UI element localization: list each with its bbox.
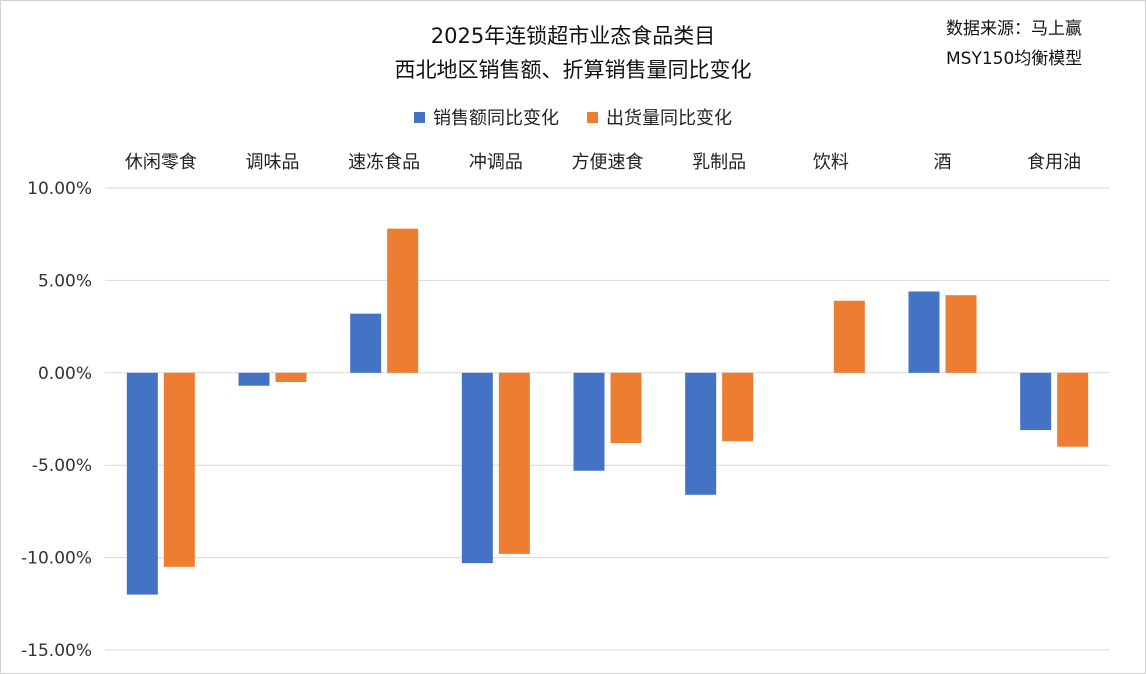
bar-series2 — [945, 295, 977, 373]
bar-series2 — [275, 372, 307, 383]
legend-item-series2: 出货量同比变化 — [587, 104, 732, 130]
legend-swatch-series2 — [587, 111, 598, 123]
bar-series2 — [610, 372, 642, 444]
x-category-label: 乳制品 — [692, 152, 746, 173]
model-note: MSY150均衡模型 — [946, 49, 1083, 69]
x-category-label: 速冻食品 — [348, 152, 420, 173]
x-category-label: 饮料 — [813, 152, 849, 173]
bar-series1 — [1020, 372, 1052, 431]
source-note: 数据来源：马上赢 — [946, 19, 1082, 39]
x-category-label: 方便速食 — [572, 152, 644, 173]
y-tick-label: -15.00% — [21, 641, 92, 661]
legend-item-series1: 销售额同比变化 — [414, 104, 559, 130]
bar-series2 — [498, 372, 530, 554]
chart-title-line2: 西北地区销售额、折算销售量同比变化 — [394, 58, 752, 82]
y-tick-label: 5.00% — [38, 271, 92, 291]
legend-swatch-series1 — [414, 111, 425, 123]
y-tick-label: 0.00% — [38, 364, 92, 384]
x-category-label: 调味品 — [246, 152, 300, 173]
legend-label-series1: 销售额同比变化 — [433, 108, 559, 129]
y-tick-label: 10.00% — [27, 179, 92, 199]
bar-series1 — [908, 291, 940, 373]
bar-series2 — [387, 228, 419, 373]
bar-series1 — [685, 372, 717, 495]
x-category-label: 休闲零食 — [125, 152, 197, 173]
x-category-label: 酒 — [934, 152, 952, 173]
legend-label-series2: 出货量同比变化 — [606, 108, 732, 129]
chart-title-line1: 2025年连锁超市业态食品类目 — [430, 24, 716, 48]
bar-series2 — [833, 300, 865, 373]
legend: 销售额同比变化 出货量同比变化 — [0, 104, 1146, 130]
bar-series1 — [126, 372, 158, 595]
bar-series1 — [461, 372, 493, 564]
x-category-label: 冲调品 — [469, 152, 523, 173]
bar-series2 — [163, 372, 195, 567]
bar-series1 — [573, 372, 605, 471]
y-tick-label: -10.00% — [21, 549, 92, 569]
bar-series1 — [350, 313, 382, 373]
bar-series1 — [238, 372, 270, 386]
bar-series2 — [722, 372, 754, 442]
bar-series2 — [1057, 372, 1089, 447]
y-tick-label: -5.00% — [32, 456, 92, 476]
x-category-label: 食用油 — [1027, 152, 1081, 173]
